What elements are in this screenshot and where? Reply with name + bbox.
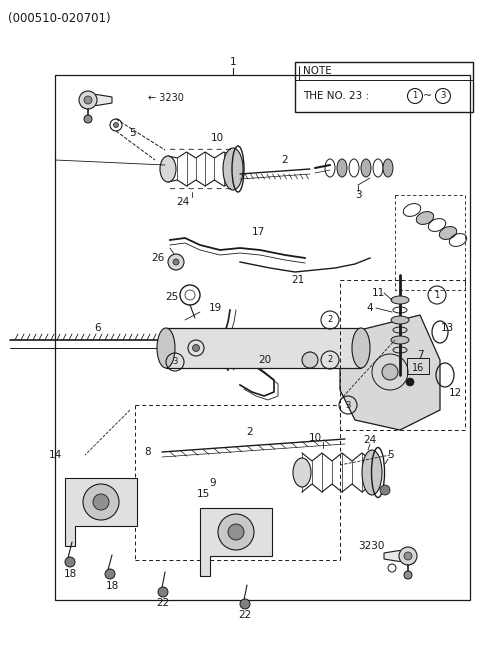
Text: 13: 13 xyxy=(440,323,454,333)
Text: 25: 25 xyxy=(166,292,179,302)
Text: 3: 3 xyxy=(345,400,351,409)
Text: 3: 3 xyxy=(172,358,178,367)
Circle shape xyxy=(113,122,119,128)
Circle shape xyxy=(406,378,414,386)
Text: 18: 18 xyxy=(63,569,77,579)
Text: 11: 11 xyxy=(372,288,384,298)
Text: 2: 2 xyxy=(247,427,253,437)
Ellipse shape xyxy=(361,159,371,177)
Text: 19: 19 xyxy=(208,303,222,313)
Text: 22: 22 xyxy=(156,598,169,608)
Circle shape xyxy=(83,484,119,520)
Circle shape xyxy=(192,345,200,352)
Circle shape xyxy=(65,557,75,567)
Text: 1: 1 xyxy=(412,92,418,100)
Ellipse shape xyxy=(337,159,347,177)
Circle shape xyxy=(158,587,168,597)
Text: 16: 16 xyxy=(412,363,424,373)
Ellipse shape xyxy=(293,458,311,487)
Text: 20: 20 xyxy=(258,355,272,365)
Text: ~: ~ xyxy=(423,91,432,101)
Circle shape xyxy=(382,364,398,380)
Ellipse shape xyxy=(223,148,243,190)
Bar xyxy=(55,75,470,600)
Text: 24: 24 xyxy=(176,197,190,207)
Text: (000510-020701): (000510-020701) xyxy=(8,12,110,25)
Circle shape xyxy=(302,352,318,368)
Text: 5: 5 xyxy=(387,450,393,460)
Circle shape xyxy=(173,259,179,265)
Circle shape xyxy=(399,547,417,565)
Circle shape xyxy=(404,571,412,579)
Polygon shape xyxy=(340,315,440,430)
Text: 3: 3 xyxy=(355,190,361,200)
Ellipse shape xyxy=(416,212,434,225)
Text: 26: 26 xyxy=(151,253,165,263)
Text: 5: 5 xyxy=(130,128,136,138)
Text: 8: 8 xyxy=(144,447,151,457)
Circle shape xyxy=(93,494,109,510)
Circle shape xyxy=(168,254,184,270)
Text: 15: 15 xyxy=(196,489,210,499)
Circle shape xyxy=(84,115,92,123)
Polygon shape xyxy=(384,549,414,563)
Circle shape xyxy=(380,485,390,495)
Text: 2: 2 xyxy=(282,155,288,165)
Ellipse shape xyxy=(157,328,175,368)
Text: 18: 18 xyxy=(106,581,119,591)
Circle shape xyxy=(404,552,412,560)
Circle shape xyxy=(79,91,97,109)
Text: 2: 2 xyxy=(327,356,333,364)
Text: 9: 9 xyxy=(210,478,216,488)
Text: 3: 3 xyxy=(440,92,446,100)
Circle shape xyxy=(218,514,254,550)
Bar xyxy=(166,328,361,368)
Text: 6: 6 xyxy=(95,323,101,333)
Text: 1: 1 xyxy=(434,291,440,299)
Circle shape xyxy=(84,96,92,104)
Bar xyxy=(295,62,473,112)
Ellipse shape xyxy=(352,328,370,368)
Bar xyxy=(407,358,429,374)
Text: 21: 21 xyxy=(291,275,305,285)
Circle shape xyxy=(105,569,115,579)
Text: 22: 22 xyxy=(239,610,252,620)
Text: NOTE: NOTE xyxy=(303,66,332,76)
Text: 14: 14 xyxy=(48,450,61,460)
Text: 3230: 3230 xyxy=(359,541,385,551)
Text: 1: 1 xyxy=(230,57,236,67)
Ellipse shape xyxy=(362,450,382,495)
Text: 24: 24 xyxy=(363,435,377,445)
Polygon shape xyxy=(65,478,137,546)
Text: 4: 4 xyxy=(367,303,373,313)
Text: 10: 10 xyxy=(210,133,224,143)
Ellipse shape xyxy=(439,227,456,240)
Text: 7: 7 xyxy=(417,350,423,360)
Ellipse shape xyxy=(391,296,409,304)
Text: THE NO. 23 :: THE NO. 23 : xyxy=(303,91,372,101)
Text: 10: 10 xyxy=(309,433,322,443)
Text: 12: 12 xyxy=(448,388,462,398)
Ellipse shape xyxy=(391,316,409,324)
Ellipse shape xyxy=(160,156,176,182)
Polygon shape xyxy=(200,508,272,576)
Circle shape xyxy=(228,524,244,540)
Circle shape xyxy=(240,599,250,609)
Ellipse shape xyxy=(383,159,393,177)
Polygon shape xyxy=(82,93,112,107)
Ellipse shape xyxy=(391,336,409,344)
Text: 17: 17 xyxy=(252,227,264,237)
Text: 2: 2 xyxy=(327,316,333,324)
Text: ← 3230: ← 3230 xyxy=(148,93,184,103)
